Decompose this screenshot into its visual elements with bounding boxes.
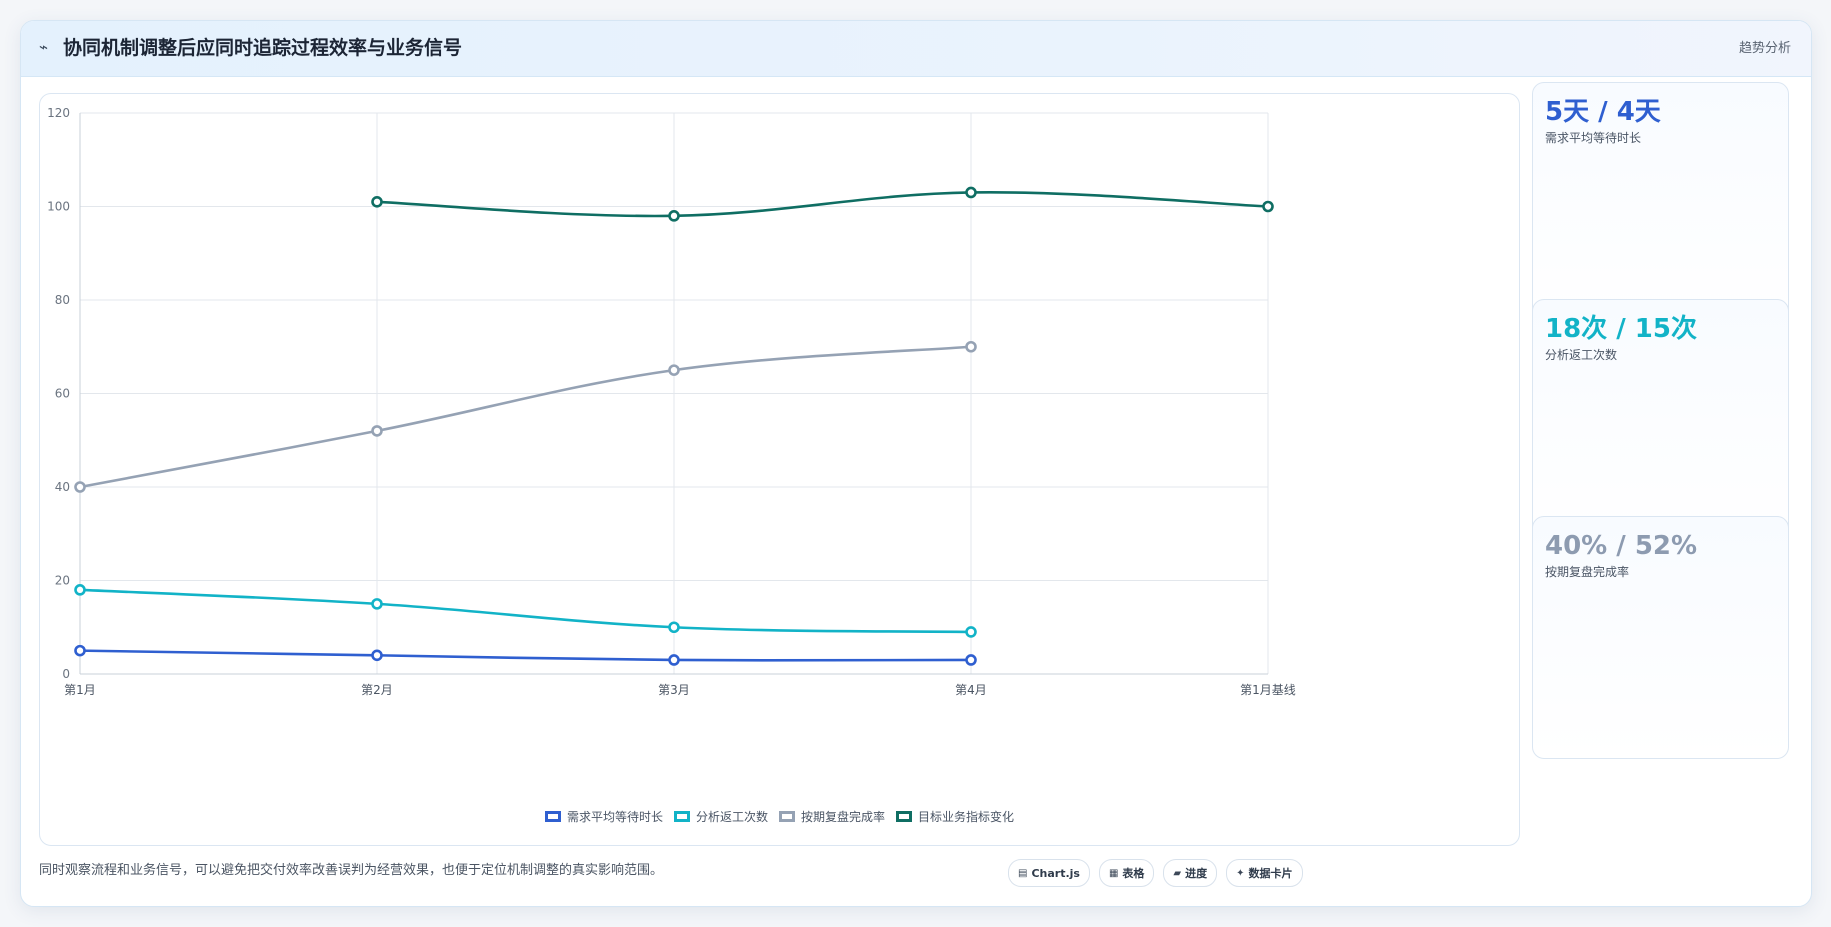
chart-card: 0 20 40 60 80 100 120 第1月 第2月 第3月 第4月 第1月基线 需求平均等待时… bbox=[39, 93, 1520, 846]
legend-label: 目标业务指标变化 bbox=[918, 809, 1015, 824]
panel-header: ⌁ 协同机制调整后应同时追踪过程效率与业务信号 趋势分析 bbox=[21, 21, 1811, 77]
legend-item-review-completion[interactable]: 按期复盘完成率 bbox=[779, 806, 885, 826]
chip-chartjs[interactable]: ▤ Chart.js bbox=[1008, 859, 1090, 887]
data-point-business-metric bbox=[965, 186, 977, 199]
data-point-business-metric bbox=[371, 196, 383, 208]
data-point-demand-wait-time bbox=[668, 654, 680, 666]
chip-data-card[interactable]: ✦ 数据卡片 bbox=[1226, 859, 1303, 887]
data-point-review-completion bbox=[668, 364, 680, 376]
series-line-business-metric bbox=[376, 191, 1269, 218]
y-tick-label: 100 bbox=[47, 200, 70, 214]
legend-swatch bbox=[779, 810, 795, 822]
stat-label: 分析返工次数 bbox=[1545, 348, 1618, 362]
legend-label: 按期复盘完成率 bbox=[801, 809, 886, 824]
chip-progress[interactable]: ▰ 进度 bbox=[1163, 859, 1218, 887]
chart-legend: 需求平均等待时长 分析返工次数 按期复盘完成率 目标业务指标变化 bbox=[40, 806, 1519, 826]
chip-label: 表格 bbox=[1122, 867, 1145, 880]
data-point-demand-wait-time bbox=[74, 644, 86, 657]
y-tick-label: 0 bbox=[62, 667, 70, 681]
legend-swatch bbox=[896, 810, 913, 822]
trend-line-icon: ⌁ bbox=[39, 38, 49, 56]
y-tick-label: 120 bbox=[47, 106, 70, 120]
stat-value: 5天 / 4天 bbox=[1545, 97, 1661, 127]
data-point-review-completion bbox=[965, 340, 977, 353]
data-point-review-completion bbox=[74, 481, 86, 493]
stat-card-wait-time: 5天 / 4天 需求平均等待时长 bbox=[1532, 82, 1789, 325]
data-point-demand-wait-time bbox=[965, 654, 977, 666]
legend-swatch bbox=[673, 810, 690, 822]
x-tick-label: 第3月 bbox=[658, 683, 690, 697]
panel-title: 协同机制调整后应同时追踪过程效率与业务信号 bbox=[63, 37, 463, 59]
panel-tag: 趋势分析 bbox=[1738, 41, 1791, 56]
data-point-analysis-rework bbox=[965, 626, 977, 638]
stat-card-review-rate: 40% / 52% 按期复盘完成率 bbox=[1532, 516, 1789, 759]
card-icon: ✦ bbox=[1236, 867, 1245, 879]
data-point-demand-wait-time bbox=[371, 649, 383, 662]
y-tick-label: 40 bbox=[55, 480, 70, 494]
series-line-analysis-rework bbox=[79, 588, 972, 634]
legend-label: 分析返工次数 bbox=[695, 809, 768, 824]
y-tick-label: 60 bbox=[55, 387, 70, 401]
progress-icon: ▰ bbox=[1173, 867, 1182, 879]
stat-card-rework: 18次 / 15次 分析返工次数 bbox=[1532, 299, 1789, 542]
legend-item-analysis-rework[interactable]: 分析返工次数 bbox=[673, 806, 768, 826]
stat-label: 需求平均等待时长 bbox=[1545, 131, 1642, 145]
table-icon: ▦ bbox=[1108, 867, 1119, 879]
legend-label: 需求平均等待时长 bbox=[566, 809, 663, 824]
x-tick-label: 第1月基线 bbox=[1240, 683, 1296, 697]
x-tick-label: 第1月 bbox=[64, 683, 96, 697]
x-tick-label: 第4月 bbox=[955, 683, 987, 697]
y-tick-label: 20 bbox=[55, 574, 70, 588]
stat-value: 40% / 52% bbox=[1545, 531, 1698, 561]
data-point-analysis-rework bbox=[668, 621, 680, 634]
trend-panel: ⌁ 协同机制调整后应同时追踪过程效率与业务信号 趋势分析 0 20 40 60 80 10… bbox=[20, 20, 1812, 907]
series-line-demand-wait-time bbox=[79, 649, 972, 662]
chip-label: Chart.js bbox=[1031, 866, 1080, 880]
stat-label: 按期复盘完成率 bbox=[1545, 565, 1630, 579]
chip-label: 进度 bbox=[1185, 867, 1208, 880]
data-point-review-completion bbox=[371, 425, 383, 437]
stat-value: 18次 / 15次 bbox=[1545, 314, 1697, 344]
chart-icon: ▤ bbox=[1018, 867, 1028, 879]
data-point-analysis-rework bbox=[371, 598, 383, 610]
data-point-business-metric bbox=[668, 210, 680, 222]
series-line-review-completion bbox=[79, 345, 972, 489]
data-point-analysis-rework bbox=[74, 584, 86, 596]
y-tick-label: 80 bbox=[55, 293, 70, 307]
line-chart: 0 20 40 60 80 100 120 第1月 第2月 第3月 第4月 第1月基线 bbox=[47, 106, 1296, 697]
legend-item-demand-wait-time[interactable]: 需求平均等待时长 bbox=[544, 806, 663, 826]
x-tick-label: 第2月 bbox=[361, 683, 393, 697]
chip-table[interactable]: ▦ 表格 bbox=[1098, 859, 1155, 887]
legend-item-business-metric[interactable]: 目标业务指标变化 bbox=[896, 806, 1014, 826]
legend-swatch bbox=[544, 810, 561, 822]
footnote: 同时观察流程和业务信号，可以避免把交付效率改善误判为经营效果，也便于定位机制调整… bbox=[39, 863, 664, 878]
chip-label: 数据卡片 bbox=[1248, 867, 1293, 880]
data-point-business-metric bbox=[1262, 200, 1274, 213]
chip-row: ▤ Chart.js ▦ 表格 ▰ 进度 ✦ 数据卡片 bbox=[1008, 859, 1303, 887]
